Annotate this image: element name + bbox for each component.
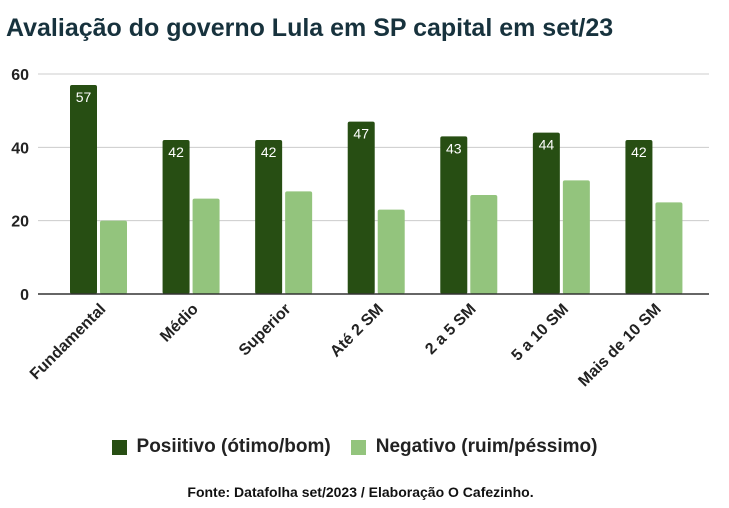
y-tick-label: 60 xyxy=(11,67,29,84)
bar-negative xyxy=(100,220,127,294)
x-tick-label: 5 a 10 SM xyxy=(509,301,573,365)
legend-label-negative: Negativo (ruim/péssimo) xyxy=(375,436,598,457)
bar-negative xyxy=(285,191,313,294)
y-tick-label: 20 xyxy=(11,214,29,231)
y-tick-label: 40 xyxy=(11,140,29,157)
legend-item-negative: Negativo (ruim/péssimo) xyxy=(350,436,598,458)
bar-positive xyxy=(162,140,190,294)
bar-negative xyxy=(192,198,220,294)
x-tick-label: Superior xyxy=(236,301,295,360)
legend-swatch-positive xyxy=(111,439,127,455)
legend: Posiitivo (ótimo/bom) Negativo (ruim/pés… xyxy=(0,436,709,458)
bar-positive xyxy=(70,85,97,294)
source-note: Fonte: Datafolha set/2023 / Elaboração O… xyxy=(187,484,534,500)
bar-negative xyxy=(562,180,590,294)
data-label: 47 xyxy=(353,126,369,142)
bar-negative xyxy=(377,209,405,294)
x-tick-label: Fundamental xyxy=(27,301,109,383)
bar-negative xyxy=(655,202,683,294)
chart-title: Avaliação do governo Lula em SP capital … xyxy=(6,14,614,42)
bar-positive xyxy=(625,140,653,294)
data-label: 42 xyxy=(261,144,277,160)
bar-positive xyxy=(440,136,468,294)
data-label: 42 xyxy=(631,144,647,160)
x-tick-label: Médio xyxy=(157,301,202,346)
y-tick-label: 0 xyxy=(20,287,29,304)
data-label: 42 xyxy=(168,144,184,160)
legend-item-positive: Posiitivo (ótimo/bom) xyxy=(111,436,331,458)
bar-positive xyxy=(532,132,560,294)
x-tick-label: Até 2 SM xyxy=(327,301,387,361)
bar-positive xyxy=(255,140,283,294)
data-label: 43 xyxy=(446,140,462,156)
bar-chart: 0 20 40 60 57 Fundamental 42 Médio 42 Superior 47 A… xyxy=(11,67,709,390)
legend-swatch-negative xyxy=(350,439,366,455)
data-label: 44 xyxy=(539,137,555,153)
x-tick-label: 2 a 5 SM xyxy=(422,301,479,358)
x-tick-label: Mais de 10 SM xyxy=(575,301,664,390)
bar-negative xyxy=(470,195,498,294)
bar-positive xyxy=(347,121,375,295)
legend-label-positive: Posiitivo (ótimo/bom) xyxy=(136,436,331,457)
data-label: 57 xyxy=(76,89,92,105)
